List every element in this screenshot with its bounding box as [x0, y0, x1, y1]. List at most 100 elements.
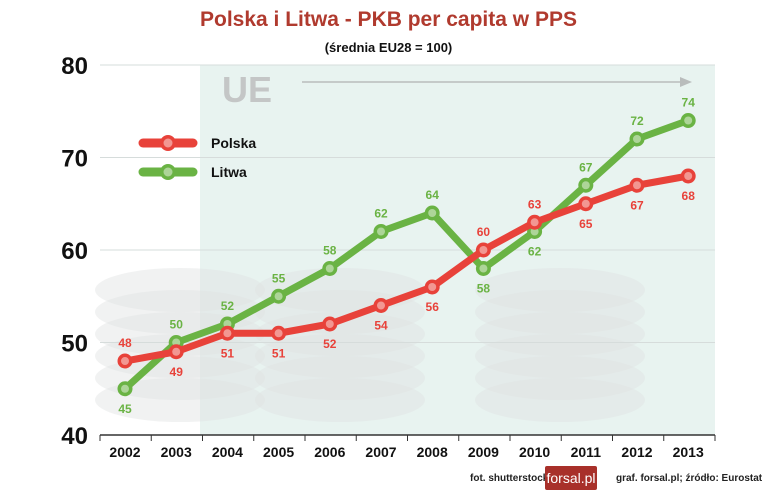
data-point-highlight	[479, 264, 488, 273]
x-tick-label: 2002	[109, 444, 140, 460]
data-point	[373, 298, 389, 313]
x-tick-label: 2003	[161, 444, 192, 460]
data-point	[271, 288, 287, 304]
data-label: 62	[528, 245, 542, 259]
coin-decoration	[255, 356, 425, 400]
x-tick-label: 2011	[571, 444, 602, 460]
data-point	[680, 113, 696, 128]
data-point	[271, 325, 287, 341]
y-tick-label: 70	[61, 146, 88, 173]
data-point	[578, 196, 594, 212]
legend-swatch-point	[160, 164, 176, 180]
x-tick-label: 2006	[314, 444, 345, 460]
x-tick-label: 2005	[263, 444, 294, 460]
coin-decoration	[255, 378, 425, 422]
data-point	[373, 224, 389, 239]
coin-decoration	[475, 290, 645, 334]
data-point-highlight	[428, 283, 437, 291]
data-label: 48	[118, 336, 132, 350]
data-label: 56	[426, 300, 440, 314]
data-point	[424, 205, 440, 221]
data-point-highlight	[530, 218, 539, 227]
data-label: 62	[374, 207, 388, 221]
coin-decoration	[475, 378, 645, 422]
data-label: 67	[579, 160, 593, 174]
data-label: 58	[477, 282, 491, 296]
data-label: 68	[682, 189, 696, 203]
data-point-highlight	[377, 227, 385, 236]
coin-decoration	[475, 268, 645, 312]
chart-title: Polska i Litwa - PKB per capita w PPS	[200, 8, 577, 31]
data-label: 72	[630, 114, 644, 128]
data-label: 51	[272, 346, 286, 360]
x-tick-label: 2004	[212, 444, 243, 460]
data-point-highlight	[479, 246, 488, 254]
data-label: 67	[630, 198, 644, 212]
x-tick-label: 2013	[673, 444, 704, 460]
y-tick-label: 60	[61, 238, 88, 265]
data-label: 54	[374, 319, 388, 333]
data-point	[117, 353, 133, 369]
data-point	[322, 261, 338, 276]
data-label: 50	[170, 318, 184, 332]
data-point-highlight	[223, 329, 232, 338]
data-label: 51	[221, 346, 235, 360]
data-point-highlight	[325, 320, 334, 328]
data-point-highlight	[172, 338, 181, 347]
data-point	[322, 316, 338, 332]
data-point	[680, 168, 696, 184]
y-tick-label: 50	[61, 331, 88, 358]
x-tick-label: 2008	[417, 444, 448, 460]
data-point	[629, 131, 645, 147]
data-point-highlight	[581, 181, 590, 190]
x-tick-label: 2009	[468, 444, 499, 460]
data-point-highlight	[377, 301, 385, 310]
x-tick-label: 2007	[365, 444, 396, 460]
data-point	[578, 177, 594, 193]
series-line-litwa	[122, 117, 690, 392]
data-label: 52	[221, 299, 235, 313]
y-tick-label: 80	[61, 53, 88, 80]
ue-annotation: UE	[222, 69, 272, 110]
data-point-highlight	[581, 199, 590, 208]
coin-decoration	[255, 334, 425, 378]
data-label: 65	[579, 217, 593, 231]
data-point	[219, 325, 235, 341]
data-point	[475, 261, 491, 276]
x-tick-label: 2012	[621, 444, 652, 460]
coin-decoration	[95, 268, 265, 312]
data-label: 49	[170, 365, 184, 379]
data-point	[475, 242, 491, 258]
legend-label-polska: Polska	[211, 135, 256, 151]
data-point-highlight	[633, 135, 641, 143]
data-label: 64	[426, 188, 440, 202]
y-tick-label: 40	[61, 423, 88, 450]
data-point-highlight	[274, 329, 283, 338]
series-polska: 48 49 51 51 52 54 56 60 63 65 67 68	[117, 168, 696, 379]
data-label: 52	[323, 337, 337, 351]
forsal-logo: forsal.pl	[545, 466, 597, 490]
coin-decoration	[255, 312, 425, 356]
data-point	[527, 214, 543, 230]
data-point	[629, 177, 645, 193]
data-point	[424, 279, 440, 295]
legend-label-litwa: Litwa	[211, 164, 247, 180]
ue-arrow-head	[680, 77, 692, 87]
chart-subtitle: (średnia EU28 = 100)	[324, 40, 453, 55]
legend-swatch-highlight	[163, 138, 173, 148]
series-litwa: 45 50 52 55 58 62 64 58 62 67 72 74	[117, 96, 696, 416]
data-label: 60	[477, 225, 491, 239]
data-point	[117, 381, 133, 397]
data-point-highlight	[274, 292, 283, 301]
x-tick-label: 2010	[519, 444, 550, 460]
photo-credit: fot. shutterstock	[470, 473, 549, 484]
data-point-highlight	[325, 264, 334, 273]
legend-swatch-highlight	[163, 167, 173, 177]
data-point-highlight	[223, 320, 232, 328]
data-label: 45	[118, 402, 132, 416]
data-point-highlight	[684, 116, 693, 125]
data-point	[168, 344, 184, 360]
data-label: 58	[323, 244, 337, 258]
coin-decoration	[475, 356, 645, 400]
data-point-highlight	[530, 227, 539, 236]
